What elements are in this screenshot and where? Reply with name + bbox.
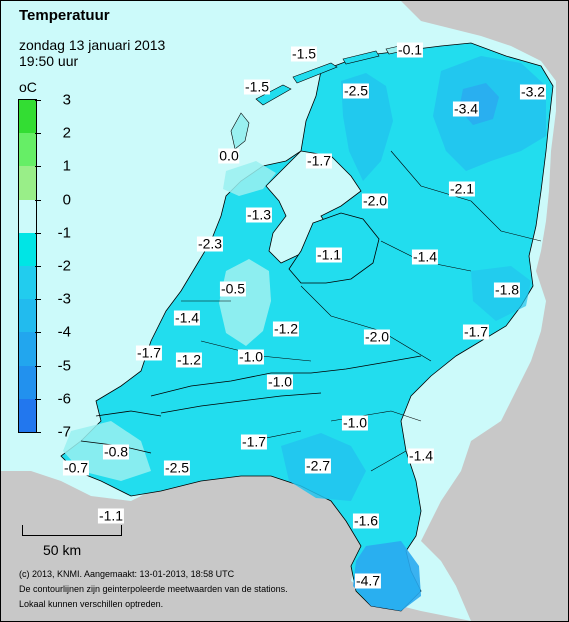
legend-tick-label: 2 (62, 124, 71, 142)
legend-tick (35, 365, 41, 367)
cold-zone-friesland (341, 73, 393, 181)
temperature-label: -1.1 (315, 246, 343, 263)
temperature-label: -2.0 (361, 192, 389, 209)
temperature-label: -2.7 (304, 457, 332, 474)
legend-tick-label: 1 (62, 157, 71, 175)
legend-tick (35, 266, 41, 267)
temperature-label: -1.7 (240, 433, 268, 450)
temperature-label: -2.5 (163, 459, 191, 476)
temperature-label: -2.0 (363, 328, 391, 345)
colder-zone-limburg (353, 541, 421, 611)
terschelling-island (292, 62, 338, 84)
legend-tick-label: -3 (57, 290, 71, 308)
temperature-label: -1.6 (352, 512, 380, 529)
temperature-label: -1.7 (135, 344, 163, 361)
map-date: zondag 13 januari 2013 (19, 37, 166, 53)
temperature-label: -0.7 (62, 459, 90, 476)
legend-tick-label: 0 (62, 191, 71, 209)
temperature-label: -1.5 (243, 78, 271, 95)
rivers (80, 355, 422, 454)
temperature-label: 0.0 (218, 147, 240, 164)
belgium-land (1, 461, 471, 621)
temperature-label: -2.3 (196, 235, 224, 252)
temperature-label: -1.7 (305, 152, 333, 169)
color-legend (18, 99, 37, 433)
temperature-label: -1.2 (272, 320, 300, 337)
scale-label: 50 km (43, 542, 82, 558)
temperature-label: -1.4 (407, 447, 435, 464)
legend-tick (35, 100, 41, 101)
scale-bar (22, 525, 122, 536)
temperature-label: -1.7 (462, 323, 490, 340)
legend-tick-label: -1 (57, 224, 71, 242)
temperature-label: -1.4 (173, 309, 201, 326)
germany-land (401, 1, 568, 621)
ameland-island (342, 50, 380, 65)
legend-tick-label: -4 (57, 323, 71, 341)
legend-tick (35, 199, 41, 201)
footer-disclaimer: Lokaal kunnen verschillen optreden. (19, 599, 164, 609)
texel-island (230, 112, 250, 150)
ijsselmeer-water (265, 150, 362, 264)
temperature-label: -4.7 (354, 572, 382, 589)
temperature-label: -1.4 (411, 248, 439, 265)
temperature-label: -3.4 (452, 100, 480, 117)
vlieland-island (255, 84, 292, 106)
legend-swatch (19, 365, 36, 400)
mild-zone-holland (219, 259, 271, 346)
temperature-label: -0.8 (102, 443, 130, 460)
legend-tick-label: -5 (57, 357, 71, 375)
legend-swatch (19, 166, 36, 201)
legend-swatch (19, 332, 36, 367)
legend-tick (35, 432, 41, 433)
map-time: 19:50 uur (19, 53, 79, 69)
footer-copyright: (c) 2013, KNMI. Aangemaakt: 13-01-2013, … (19, 569, 235, 579)
legend-tick-label: -7 (57, 423, 71, 441)
legend-swatch (19, 232, 36, 267)
temperature-label: -1.5 (290, 45, 318, 62)
temperature-label: -1.3 (245, 206, 273, 223)
legend-tick (35, 133, 41, 135)
footer-note: De contourlijnen zijn geinterpoleerde me… (19, 584, 288, 594)
legend-tick-label: -2 (57, 257, 71, 275)
temperature-label: -0.5 (219, 280, 247, 297)
legend-unit: oC (19, 79, 37, 95)
legend-tick (35, 232, 41, 234)
temperature-label: -1.2 (175, 351, 203, 368)
legend-tick-label: 3 (62, 91, 71, 109)
map-title: Temperatuur (19, 7, 110, 24)
temperature-label: -1.1 (97, 507, 125, 524)
legend-swatch (19, 266, 36, 300)
temperature-label: -3.2 (519, 83, 547, 100)
temperature-label: -1.8 (493, 281, 521, 298)
legend-swatch (19, 199, 36, 234)
temperature-label: -1.0 (266, 373, 294, 390)
temperature-label: -1.0 (341, 414, 369, 431)
legend-tick-label: -6 (57, 390, 71, 408)
temperature-label: -1.0 (237, 348, 265, 365)
temperature-label: -0.1 (396, 41, 424, 58)
mild-zone-noordholland (223, 161, 276, 196)
legend-swatch (19, 299, 36, 333)
legend-swatch (19, 133, 36, 167)
legend-tick (35, 332, 41, 334)
legend-tick (35, 166, 41, 168)
legend-swatch (19, 398, 36, 433)
legend-tick (35, 299, 41, 301)
temperature-label: -2.5 (342, 82, 370, 99)
temperature-label: -2.1 (448, 180, 476, 197)
legend-tick (35, 398, 41, 400)
legend-swatch (19, 100, 36, 134)
